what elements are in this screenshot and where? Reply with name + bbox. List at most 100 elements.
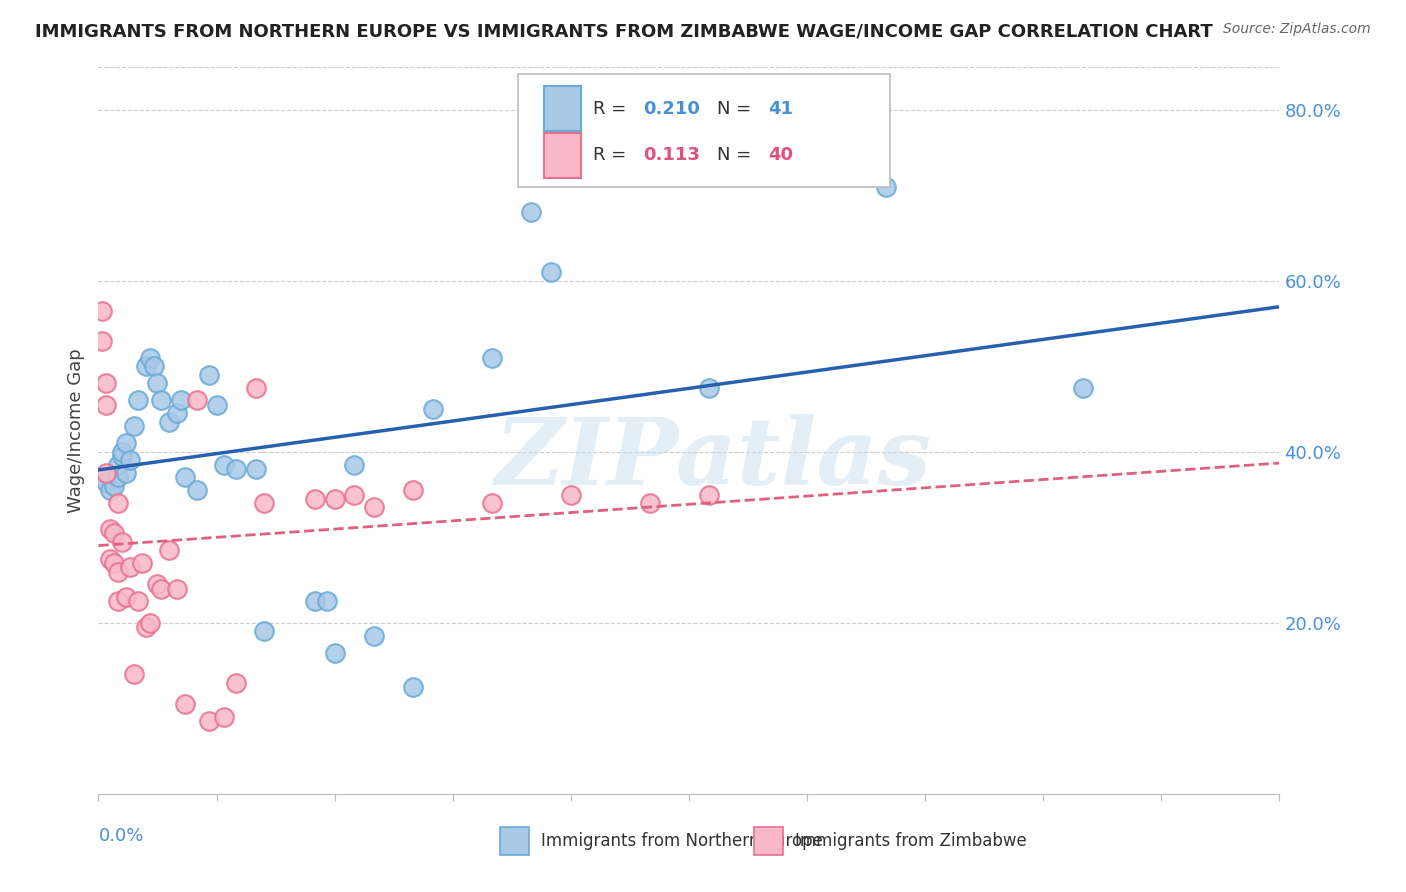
Text: N =: N = — [717, 146, 758, 164]
FancyBboxPatch shape — [501, 827, 530, 855]
Point — [127, 594, 149, 608]
Point — [197, 368, 219, 382]
Point — [103, 479, 125, 493]
Point — [98, 551, 121, 566]
Point — [118, 560, 141, 574]
Y-axis label: Wage/Income Gap: Wage/Income Gap — [66, 348, 84, 513]
Point — [638, 496, 661, 510]
Point — [225, 675, 247, 690]
Point — [115, 466, 138, 480]
Point — [150, 582, 173, 596]
Point — [315, 594, 337, 608]
Text: 41: 41 — [768, 100, 793, 118]
Text: 0.210: 0.210 — [643, 100, 700, 118]
Point — [253, 624, 276, 639]
Point — [107, 496, 129, 510]
Point — [107, 470, 129, 484]
Point — [875, 179, 897, 194]
Point — [540, 265, 562, 279]
Text: 0.113: 0.113 — [643, 146, 700, 164]
Point — [1071, 381, 1094, 395]
Point — [122, 667, 145, 681]
Point — [245, 462, 267, 476]
Text: R =: R = — [593, 146, 638, 164]
Point — [343, 487, 366, 501]
Point — [481, 496, 503, 510]
FancyBboxPatch shape — [754, 827, 783, 855]
Point — [157, 543, 180, 558]
Point — [363, 500, 385, 515]
Point — [111, 444, 134, 458]
Point — [697, 381, 720, 395]
Point — [138, 351, 160, 365]
Point — [205, 398, 228, 412]
Point — [304, 491, 326, 506]
Point — [146, 577, 169, 591]
Point — [107, 458, 129, 472]
Point — [697, 487, 720, 501]
Point — [150, 393, 173, 408]
Point — [122, 419, 145, 434]
Point — [138, 615, 160, 630]
Point — [91, 303, 114, 318]
Text: IMMIGRANTS FROM NORTHERN EUROPE VS IMMIGRANTS FROM ZIMBABWE WAGE/INCOME GAP CORR: IMMIGRANTS FROM NORTHERN EUROPE VS IMMIG… — [35, 22, 1213, 40]
Point — [96, 398, 118, 412]
Point — [96, 475, 118, 489]
Text: Immigrants from Zimbabwe: Immigrants from Zimbabwe — [796, 832, 1026, 850]
Point — [253, 496, 276, 510]
FancyBboxPatch shape — [544, 133, 582, 178]
Point — [103, 556, 125, 570]
Point — [166, 406, 188, 420]
FancyBboxPatch shape — [544, 87, 582, 131]
FancyBboxPatch shape — [517, 74, 890, 186]
Text: 0.0%: 0.0% — [98, 827, 143, 845]
Point — [402, 483, 425, 498]
Point — [96, 376, 118, 391]
Point — [186, 483, 208, 498]
Point — [142, 359, 165, 374]
Point — [166, 582, 188, 596]
Point — [214, 710, 236, 724]
Point — [135, 620, 157, 634]
Point — [422, 402, 444, 417]
Point — [111, 449, 134, 463]
Point — [343, 458, 366, 472]
Point — [560, 487, 582, 501]
Point — [127, 393, 149, 408]
Point — [245, 381, 267, 395]
Point — [323, 646, 346, 660]
Point — [157, 415, 180, 429]
Point — [98, 522, 121, 536]
Point — [103, 526, 125, 541]
Text: ZIPatlas: ZIPatlas — [494, 415, 931, 505]
Point — [520, 205, 543, 219]
Point — [118, 453, 141, 467]
Point — [91, 334, 114, 348]
Point — [96, 466, 118, 480]
Point — [174, 697, 197, 711]
Text: R =: R = — [593, 100, 633, 118]
Point — [304, 594, 326, 608]
Point — [363, 629, 385, 643]
Point — [225, 462, 247, 476]
Point — [98, 483, 121, 498]
Point — [107, 565, 129, 579]
Point — [115, 590, 138, 604]
Text: Immigrants from Northern Europe: Immigrants from Northern Europe — [541, 832, 823, 850]
Point — [170, 393, 193, 408]
Point — [174, 470, 197, 484]
Point — [135, 359, 157, 374]
Point — [481, 351, 503, 365]
Point — [131, 556, 153, 570]
Point — [111, 534, 134, 549]
Point — [146, 376, 169, 391]
Point — [197, 714, 219, 728]
Point — [323, 491, 346, 506]
Point — [186, 393, 208, 408]
Text: Source: ZipAtlas.com: Source: ZipAtlas.com — [1223, 22, 1371, 37]
Point — [214, 458, 236, 472]
Text: 40: 40 — [768, 146, 793, 164]
Point — [402, 680, 425, 694]
Text: N =: N = — [717, 100, 758, 118]
Point — [115, 436, 138, 450]
